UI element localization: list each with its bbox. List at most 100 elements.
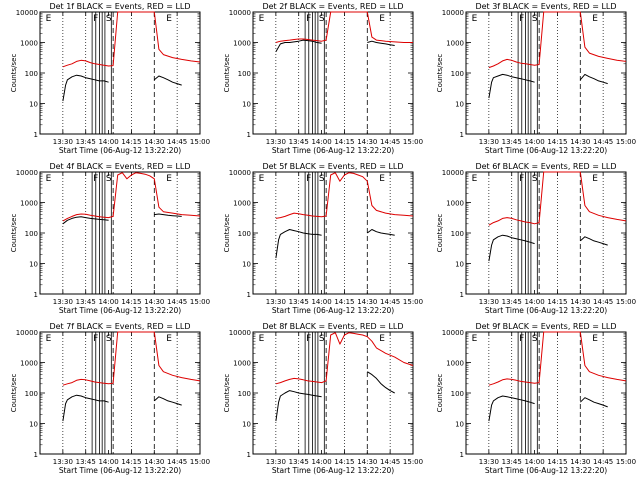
detector-panel-7: Det 7f BLACK = Events, RED = LLD 1 10 100 10… [10,322,210,475]
x-tick-label: 15:00 [403,458,423,466]
x-axis-label: Start Time (06-Aug-12 13:22:20) [59,146,181,155]
x-tick-label: 14:00 [524,298,544,306]
interval-marker-label: F [519,334,524,344]
y-tick-label: 10 [29,101,38,109]
y-tick-label: 1 [247,291,251,299]
events-series-line [488,234,608,262]
lld-series-line [275,11,413,43]
x-tick-label: 14:45 [380,298,400,306]
x-tick-label: 14:15 [547,458,567,466]
x-tick-label: 15:00 [616,458,636,466]
x-tick-label: 13:45 [289,458,309,466]
x-tick-label: 14:45 [593,298,613,306]
y-tick-label: 1000 [233,360,251,368]
y-tick-label: 1000 [446,360,464,368]
x-tick-label: 15:00 [616,298,636,306]
chart-title: Det 7f BLACK = Events, RED = LLD [49,322,190,331]
y-tick-label: 100 [25,70,38,78]
lld-series-line [62,331,201,386]
y-tick-label: 100 [238,230,251,238]
plot-frame [252,331,414,455]
x-axis-label: Start Time (06-Aug-12 13:22:20) [272,146,394,155]
interval-marker-label: E [592,174,598,184]
y-axis-label: Counts/sec [436,214,444,253]
x-tick-label: 14:30 [144,138,164,146]
x-tick-label: 14:00 [311,458,331,466]
y-tick-label: 1000 [20,360,38,368]
interval-marker-label: E [472,334,478,344]
y-tick-label: 100 [238,70,251,78]
x-tick-label: 15:00 [190,298,210,306]
x-tick-label: 14:45 [380,138,400,146]
x-tick-label: 14:15 [547,298,567,306]
x-axis-label: Start Time (06-Aug-12 13:22:20) [485,146,607,155]
events-series-line [275,39,395,52]
lld-series-line [488,11,627,69]
y-tick-label: 10000 [16,169,38,177]
interval-marker-label: E [166,174,172,184]
x-tick-label: 14:00 [524,458,544,466]
interval-marker-label: E [259,334,265,344]
x-tick-label: 14:30 [570,458,590,466]
x-tick-label: 14:30 [144,298,164,306]
y-axis-label: Counts/sec [436,374,444,413]
interval-marker-label: F [93,174,98,184]
y-tick-label: 1 [460,131,464,139]
interval-marker-label: E [46,14,52,24]
y-tick-label: 100 [451,390,464,398]
x-tick-label: 13:45 [502,458,522,466]
x-tick-label: 14:15 [121,298,141,306]
x-tick-label: 14:15 [547,138,567,146]
x-tick-label: 14:30 [357,138,377,146]
plot-frame [465,171,627,295]
y-tick-label: 100 [238,390,251,398]
y-tick-label: 1000 [20,200,38,208]
x-tick-label: 14:45 [593,458,613,466]
y-tick-label: 1 [34,131,38,139]
interval-marker-label: S [106,334,112,344]
y-tick-label: 1 [247,451,251,459]
detector-panel-3: Det 3f BLACK = Events, RED = LLD 1 10 100 10… [436,2,636,155]
lld-series-line [275,332,414,385]
interval-marker-label: S [532,14,538,24]
chart-title: Det 8f BLACK = Events, RED = LLD [262,322,403,331]
interval-marker-label: E [259,14,265,24]
y-tick-label: 1 [460,291,464,299]
y-tick-label: 1 [247,131,251,139]
interval-marker-label: F [519,174,524,184]
events-series-line [488,395,608,422]
x-tick-label: 14:00 [524,138,544,146]
y-tick-label: 10 [29,421,38,429]
x-axis-label: Start Time (06-Aug-12 13:22:20) [272,306,394,315]
events-series-line [62,213,182,225]
interval-marker-label: E [46,334,52,344]
y-tick-label: 10000 [442,169,464,177]
y-tick-label: 1000 [20,40,38,48]
plot-frame [39,331,201,455]
chart-title: Det 2f BLACK = Events, RED = LLD [262,2,403,11]
x-tick-label: 14:45 [380,458,400,466]
interval-marker-label: E [379,14,385,24]
detector-panel-9: Det 9f BLACK = Events, RED = LLD 1 10 100 10… [436,322,636,475]
y-axis-label: Counts/sec [223,214,231,253]
y-tick-label: 1000 [233,200,251,208]
x-tick-label: 14:00 [98,458,118,466]
x-tick-label: 13:30 [266,458,286,466]
interval-marker-label: F [93,334,98,344]
y-tick-label: 10000 [229,9,251,17]
x-axis-label: Start Time (06-Aug-12 13:22:20) [272,466,394,475]
detector-panel-4: Det 4f BLACK = Events, RED = LLD 1 10 100 10… [10,162,210,315]
x-tick-label: 14:30 [357,298,377,306]
lld-series-line [488,171,627,226]
x-tick-label: 14:15 [334,298,354,306]
plot-frame [252,171,414,295]
lld-series-line [275,172,414,219]
x-tick-label: 15:00 [616,138,636,146]
interval-marker-label: F [519,14,524,24]
x-tick-label: 14:00 [98,138,118,146]
x-tick-label: 13:45 [76,458,96,466]
chart-title: Det 9f BLACK = Events, RED = LLD [475,322,616,331]
events-series-line [488,73,608,99]
interval-marker-label: E [166,334,172,344]
interval-marker-label: S [106,174,112,184]
